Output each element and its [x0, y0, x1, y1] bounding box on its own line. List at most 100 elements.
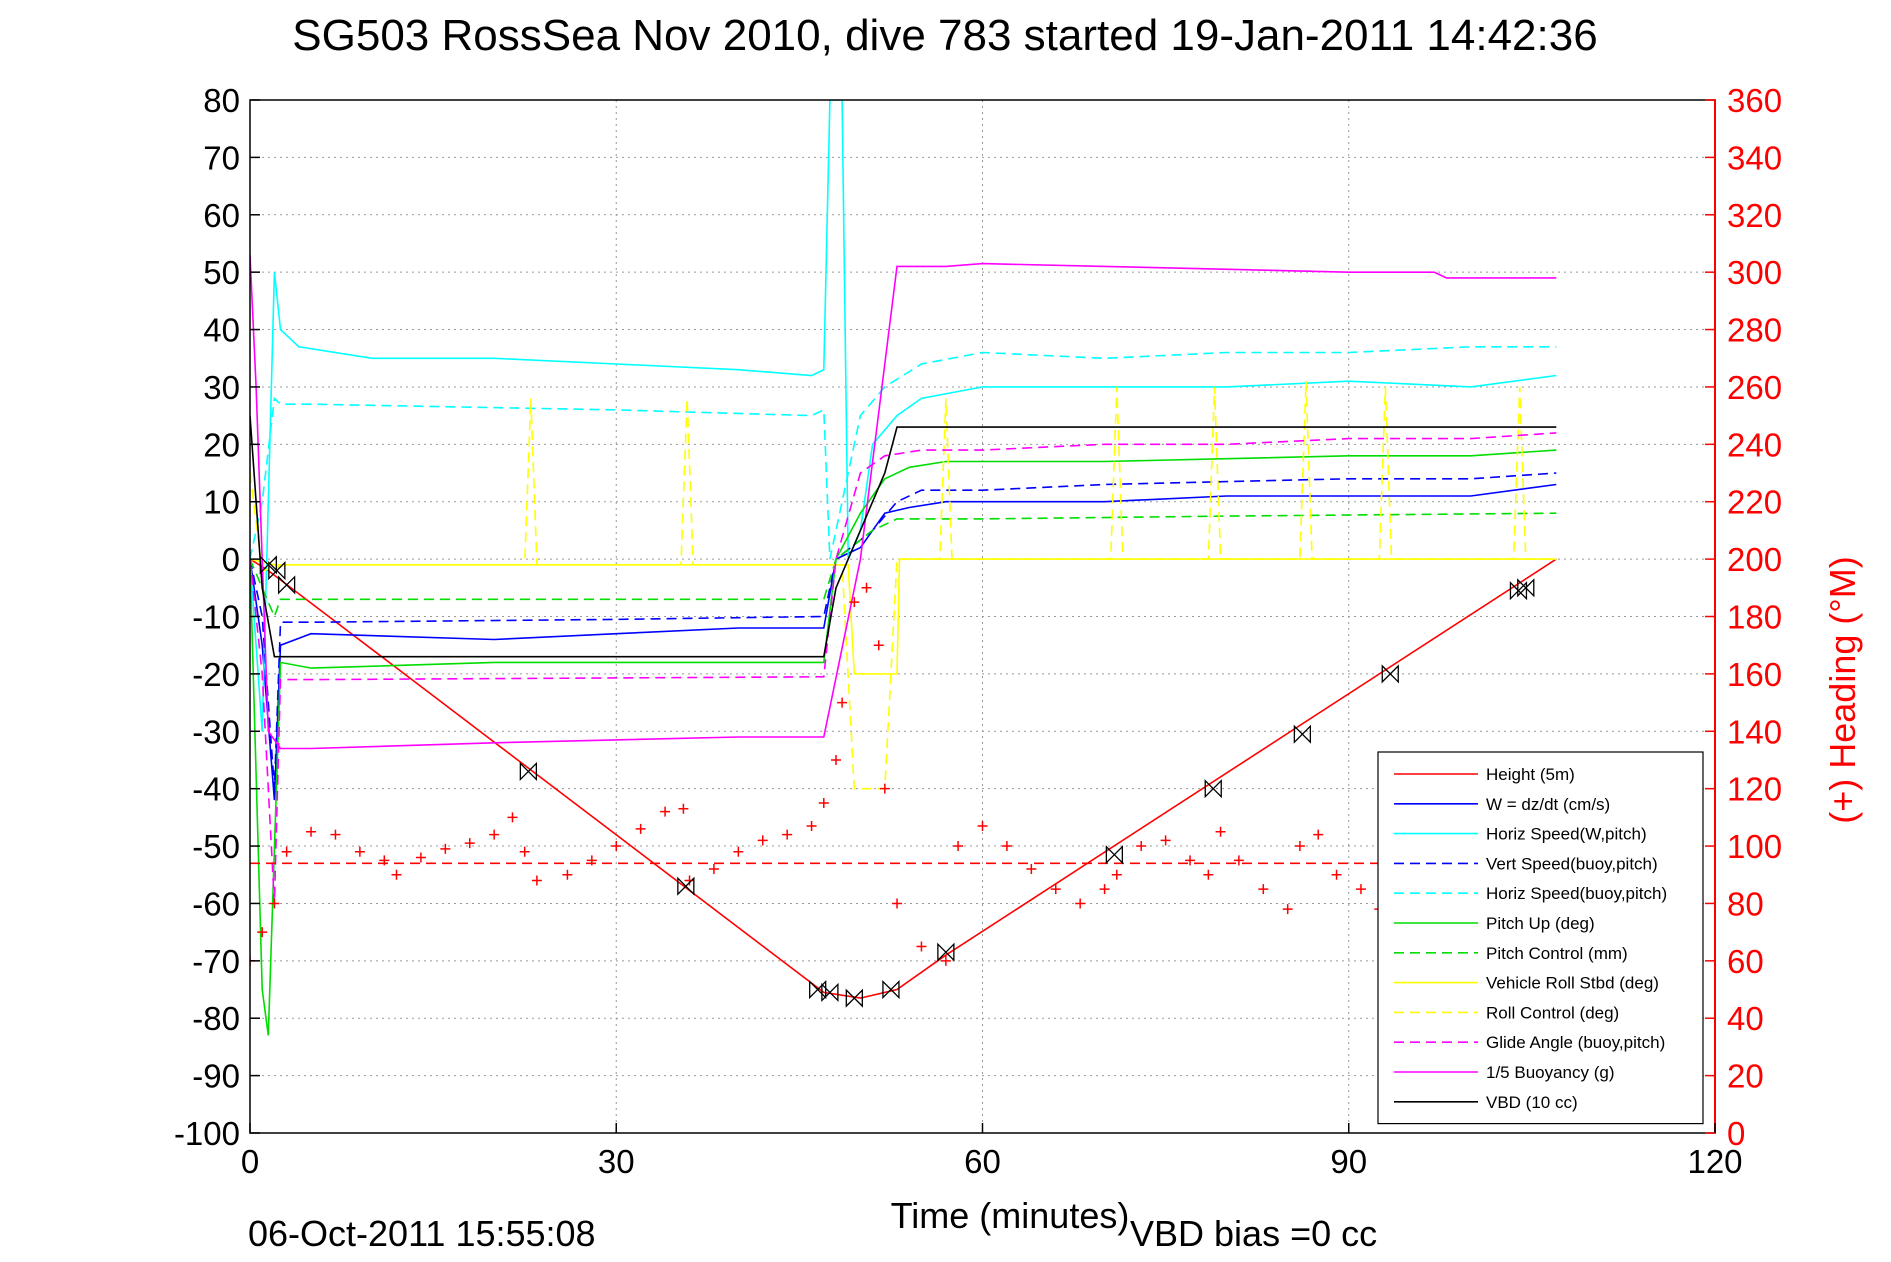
left-tick-label: 10: [203, 484, 240, 521]
x-tick-label: 30: [598, 1143, 635, 1180]
heading-point: [940, 955, 951, 966]
right-tick-label: 20: [1727, 1058, 1764, 1095]
left-tick-label: 40: [203, 312, 240, 349]
left-tick-label: 50: [203, 254, 240, 291]
right-tick-label: 0: [1727, 1115, 1745, 1152]
left-axis: -100-90-80-70-60-50-40-30-20-10010203040…: [174, 82, 260, 1152]
heading-point: [1050, 884, 1061, 895]
left-tick-label: -20: [192, 656, 240, 693]
legend-label: W = dz/dt (cm/s): [1486, 795, 1610, 814]
series-line-1: [250, 483, 1557, 801]
heading-point: [489, 829, 500, 840]
heading-point: [1136, 841, 1147, 852]
legend-label: Height (5m): [1486, 765, 1575, 784]
heading-point: [782, 829, 793, 840]
legend-label: 1/5 Buoyancy (g): [1486, 1063, 1615, 1082]
series-line-6: [250, 512, 1557, 619]
x-tick-label: 90: [1330, 1143, 1367, 1180]
right-tick-label: 360: [1727, 82, 1782, 119]
series-line-4: [250, 345, 1557, 560]
heading-point: [507, 812, 518, 823]
right-tick-label: 140: [1727, 713, 1782, 750]
series-line-10: [250, 254, 1557, 750]
series-line-11: [250, 415, 1557, 658]
vertex-marker: [1105, 845, 1123, 865]
heading-point: [1026, 864, 1037, 875]
left-tick-label: -40: [192, 771, 240, 808]
right-tick-label: 160: [1727, 656, 1782, 693]
heading-point: [916, 941, 927, 952]
right-tick-label: 340: [1727, 139, 1782, 176]
right-tick-label: 260: [1727, 369, 1782, 406]
heading-point: [1215, 826, 1226, 837]
vertex-marker: [1293, 724, 1312, 744]
right-tick-label: 240: [1727, 426, 1782, 463]
right-tick-label: 80: [1727, 885, 1764, 922]
heading-point: [678, 803, 689, 814]
heading-point: [879, 783, 890, 794]
heading-point: [849, 597, 860, 608]
right-tick-label: 180: [1727, 599, 1782, 636]
heading-point: [611, 841, 622, 852]
right-tick-label: 120: [1727, 771, 1782, 808]
heading-point: [1331, 869, 1342, 880]
legend-label: Horiz Speed(buoy,pitch): [1486, 884, 1667, 903]
left-tick-label: -80: [192, 1000, 240, 1037]
vertex-marker: [845, 988, 863, 1008]
heading-point: [708, 864, 719, 875]
plot-area: [250, 100, 1557, 1036]
heading-point: [806, 820, 817, 831]
heading-point: [1294, 841, 1305, 852]
right-tick-label: 200: [1727, 541, 1782, 578]
vertex-marker: [1204, 779, 1222, 799]
right-tick-label: 40: [1727, 1000, 1764, 1037]
right-tick-label: 300: [1727, 254, 1782, 291]
heading-point: [1355, 884, 1366, 895]
right-tick-label: 100: [1727, 828, 1782, 865]
legend-label: Glide Angle (buoy,pitch): [1486, 1033, 1665, 1052]
x-tick-label: 0: [241, 1143, 259, 1180]
heading-point: [1160, 835, 1171, 846]
heading-point: [1258, 884, 1269, 895]
heading-point: [281, 846, 292, 857]
heading-point: [391, 869, 402, 880]
x-axis-label: Time (minutes): [891, 1195, 1130, 1236]
vertex-marker: [1381, 664, 1399, 684]
vertex-marker: [277, 575, 296, 595]
heading-point: [257, 927, 268, 938]
left-tick-label: -60: [192, 885, 240, 922]
heading-point: [861, 582, 872, 593]
legend-box: [1377, 751, 1704, 1125]
right-axis-label: (+) Heading (°M): [1822, 556, 1863, 823]
heading-point: [635, 823, 646, 834]
heading-point: [519, 846, 530, 857]
series-line-3: [250, 472, 1557, 789]
heading-point: [306, 826, 317, 837]
vertex-marker: [1509, 581, 1528, 601]
right-tick-label: 60: [1727, 943, 1764, 980]
heading-point: [269, 898, 280, 909]
legend-label: Pitch Control (mm): [1486, 944, 1628, 963]
heading-point: [733, 846, 744, 857]
series-line-2: [250, 100, 1557, 732]
right-tick-label: 320: [1727, 197, 1782, 234]
heading-point: [354, 846, 365, 857]
vertex-marker: [809, 979, 827, 1000]
left-tick-label: 60: [203, 197, 240, 234]
left-tick-label: -50: [192, 828, 240, 865]
right-tick-label: 280: [1727, 312, 1782, 349]
heading-point: [892, 898, 903, 909]
left-tick-label: 0: [222, 541, 240, 578]
heading-point: [1075, 898, 1086, 909]
heading-point: [757, 835, 768, 846]
legend-label: Vehicle Roll Stbd (deg): [1486, 974, 1659, 993]
left-tick-label: 70: [203, 139, 240, 176]
x-tick-label: 120: [1687, 1143, 1742, 1180]
heading-point: [684, 875, 695, 886]
heading-point: [1282, 904, 1293, 915]
left-tick-label: -90: [192, 1058, 240, 1095]
heading-point: [1233, 855, 1244, 866]
heading-point: [1313, 829, 1324, 840]
left-tick-label: 30: [203, 369, 240, 406]
